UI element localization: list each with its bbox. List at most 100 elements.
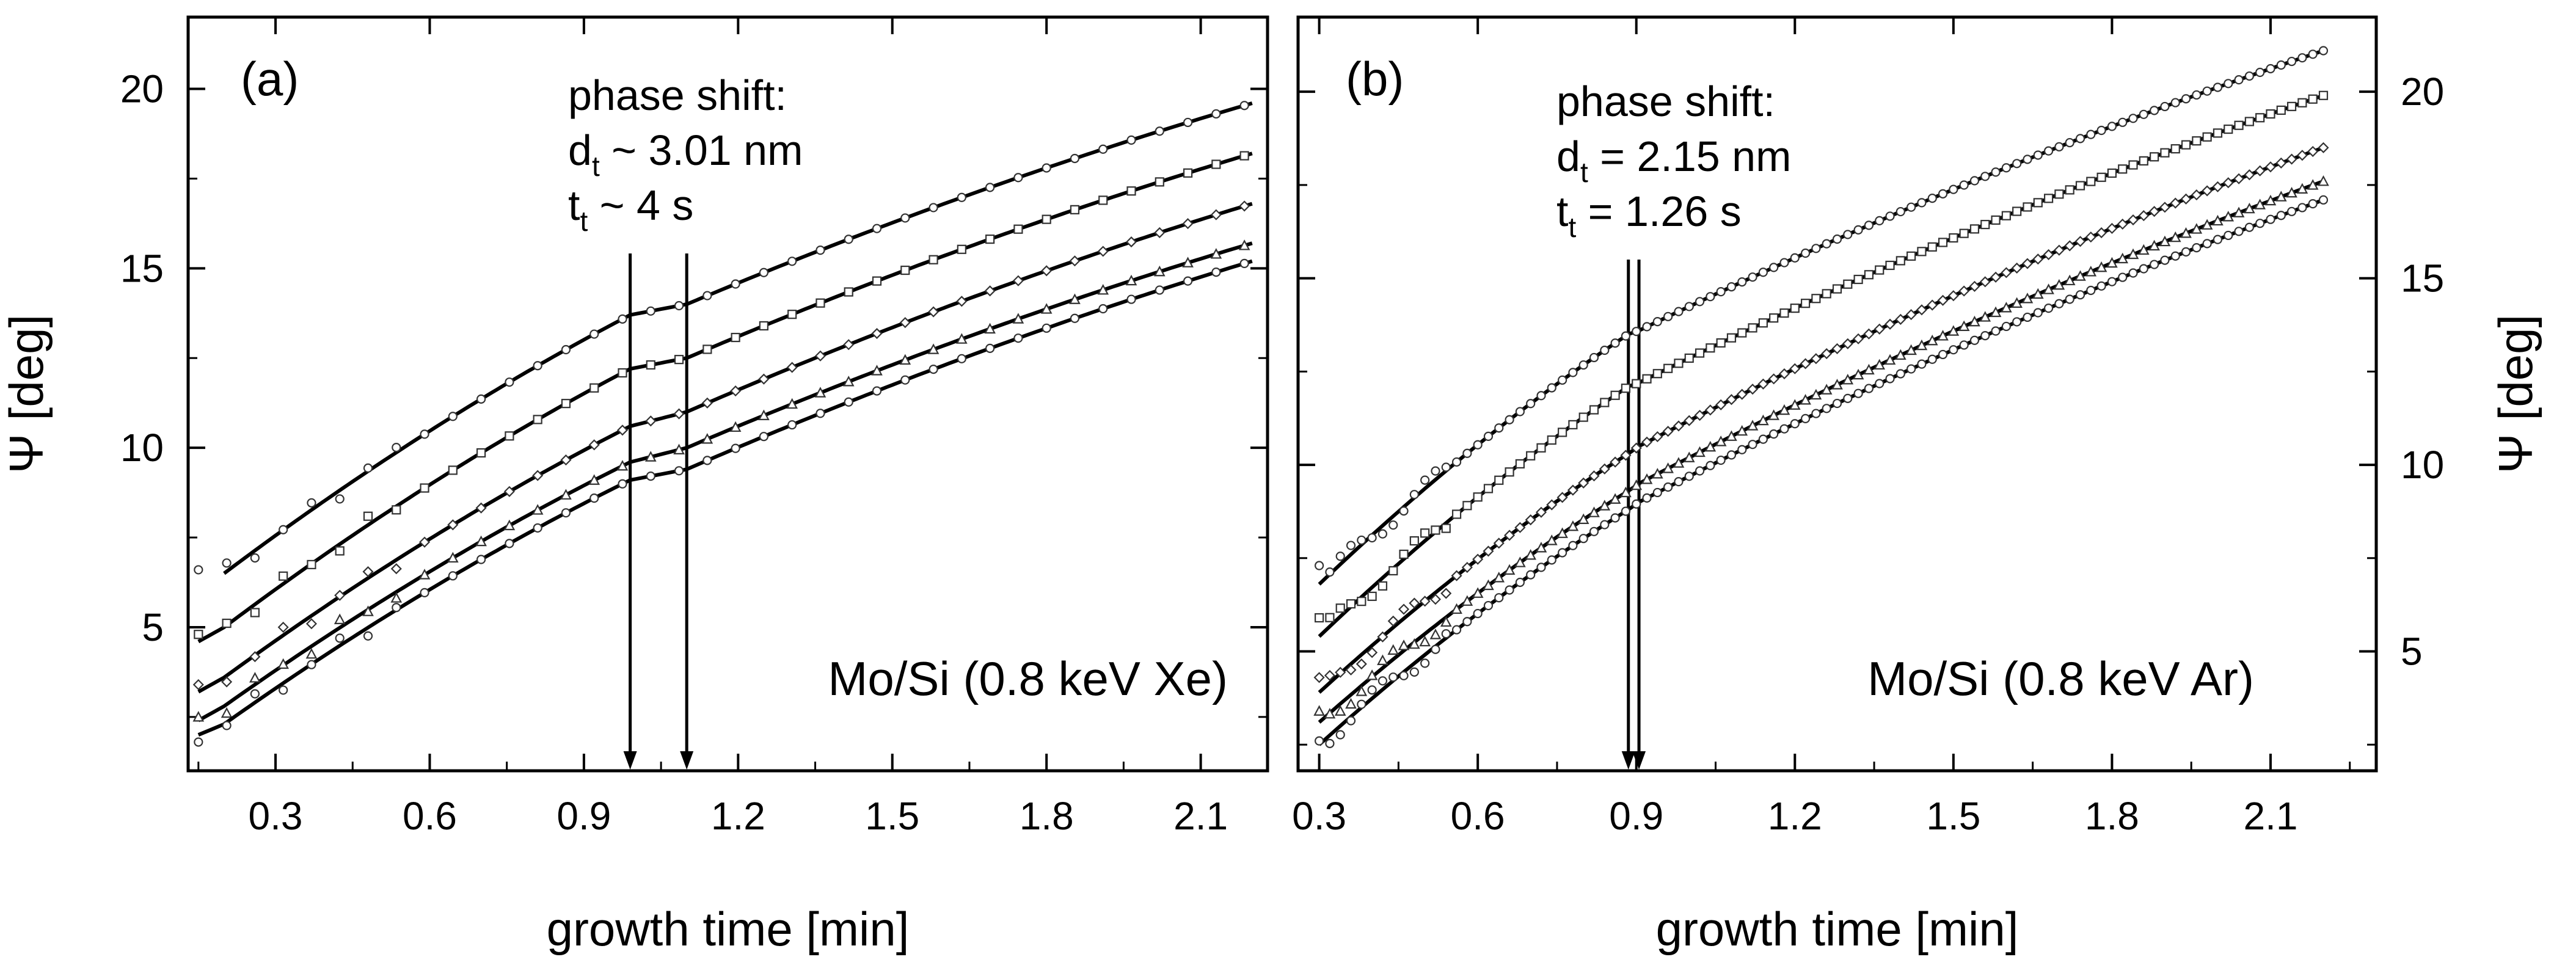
data-point [1556, 527, 1568, 538]
data-point [2023, 155, 2032, 164]
panel-b: 0.3 0.6 0.9 1.2 1.5 1.8 2.1 5 10 15 20 growth time … [1292, 15, 2542, 956]
data-point [900, 265, 910, 275]
data-point [1894, 349, 1906, 360]
data-point [277, 621, 289, 633]
data-point [1884, 354, 1896, 365]
data-point [222, 721, 232, 730]
data-point [1790, 253, 1800, 263]
data-point [2118, 272, 2128, 282]
data-point [475, 535, 487, 547]
data-point [1557, 375, 1567, 385]
y-axis-title: Ψ [deg] [2489, 315, 2542, 473]
data-point [1853, 388, 1863, 398]
x-tick-label: 0.9 [1609, 794, 1663, 838]
data-point [957, 192, 966, 202]
data-point [2191, 223, 2203, 234]
data-point [1325, 567, 1335, 577]
data-point [1673, 457, 1685, 468]
series-markers [192, 239, 1250, 722]
data-point [2148, 206, 2160, 217]
data-point [1917, 359, 1927, 369]
data-point [1441, 523, 1451, 533]
data-point [1451, 509, 1462, 519]
data-point [1536, 443, 1546, 453]
data-point [2160, 148, 2170, 158]
data-point [1012, 275, 1024, 286]
x-tick-label: 1.8 [1020, 794, 1074, 838]
data-point [786, 362, 798, 373]
data-point [1440, 616, 1452, 627]
data-point [1420, 658, 1430, 668]
data-point [334, 613, 346, 624]
data-point [2074, 270, 2086, 281]
annotation-t: tt = 1.26 s [1556, 188, 1742, 243]
data-point [1210, 248, 1222, 259]
data-point [1926, 334, 1938, 346]
data-point [448, 412, 458, 421]
data-point [1609, 493, 1621, 504]
data-point [1758, 318, 1768, 328]
data-point [2138, 210, 2150, 222]
data-point [1811, 244, 1821, 253]
data-point [2212, 214, 2224, 226]
data-point [1324, 707, 1336, 719]
data-point [956, 296, 968, 307]
data-point [1505, 585, 1514, 595]
data-point [505, 431, 514, 441]
data-point [1557, 548, 1567, 558]
data-point [1377, 529, 1388, 539]
data-point [1155, 285, 1164, 295]
data-point [1610, 338, 1620, 348]
arrow-head [1632, 751, 1646, 770]
data-point [2318, 90, 2329, 100]
data-point [759, 321, 769, 331]
data-point [2297, 203, 2307, 213]
data-point [1345, 664, 1357, 676]
data-point [2127, 248, 2139, 260]
data-point [2201, 219, 2213, 230]
data-point [1462, 617, 1472, 627]
data-point [2128, 268, 2138, 278]
data-point [644, 451, 657, 462]
data-point [729, 421, 742, 432]
data-point [1494, 593, 1504, 603]
data-point [2255, 67, 2265, 78]
annotation-t-symbol: t [1556, 188, 1568, 235]
data-point [2096, 172, 2106, 182]
data-point [1757, 378, 1769, 390]
data-point [1409, 597, 1420, 609]
data-point [1473, 440, 1483, 450]
data-point [872, 386, 882, 396]
data-point [1958, 320, 1970, 332]
data-point [221, 676, 233, 688]
data-point [2054, 189, 2064, 199]
data-point [1706, 461, 1715, 470]
data-point [2159, 235, 2171, 247]
data-point [279, 525, 288, 534]
data-point [503, 486, 515, 497]
data-point [2128, 114, 2138, 123]
data-point [2308, 49, 2318, 59]
data-point [1630, 479, 1643, 490]
data-point [2043, 249, 2054, 260]
data-point [2234, 227, 2244, 236]
data-point [2148, 239, 2160, 251]
data-point [249, 651, 261, 663]
data-point [1431, 525, 1440, 535]
data-point [1335, 552, 1345, 561]
data-point [842, 376, 855, 387]
data-point [1070, 205, 1080, 214]
data-point [2202, 239, 2212, 249]
data-point [390, 592, 403, 603]
data-point [2255, 219, 2265, 228]
data-point [560, 489, 572, 500]
data-point [1674, 477, 1684, 487]
data-point [1042, 214, 1051, 224]
data-point [2107, 168, 2117, 178]
data-point [1768, 409, 1780, 420]
data-point [1916, 304, 1927, 316]
data-point [1938, 189, 1948, 198]
data-point [1885, 260, 1895, 271]
data-point [1315, 613, 1324, 623]
data-point [1536, 391, 1546, 401]
